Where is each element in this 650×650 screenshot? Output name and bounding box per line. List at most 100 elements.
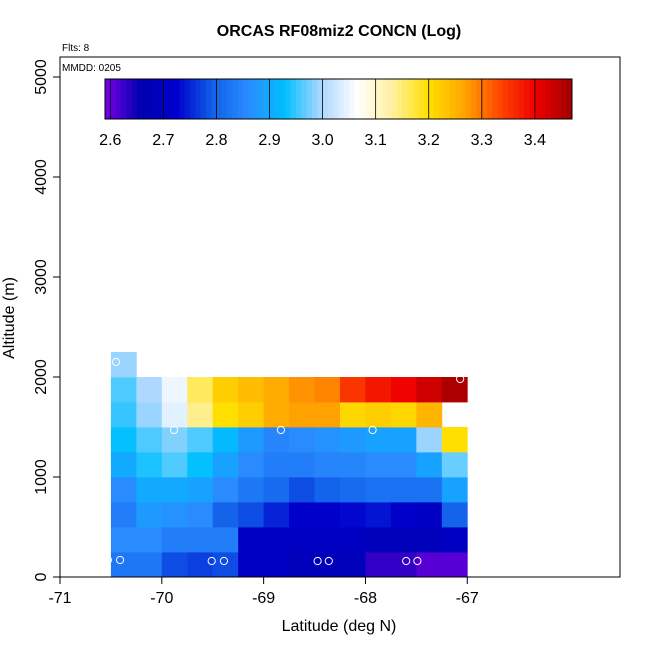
colorbar-segment <box>402 79 408 119</box>
colorbar <box>104 78 573 120</box>
sample-point <box>402 556 411 566</box>
flights-annotation: Flts: 8 <box>62 43 90 54</box>
colorbar-segment <box>152 79 159 119</box>
colorbar-segment <box>269 79 276 119</box>
heatmap-cell <box>187 552 214 578</box>
colorbar-segment <box>476 79 483 119</box>
colorbar-segment <box>423 79 430 119</box>
heatmap-cell <box>110 402 137 428</box>
colorbar-frame <box>104 78 573 120</box>
heatmap-cell <box>136 402 163 428</box>
heatmap-cell <box>314 427 341 453</box>
date-annotation: MMDD: 0205 <box>62 63 121 74</box>
colorbar-tick-label: 3.0 <box>311 132 333 149</box>
heatmap-cell <box>161 502 188 528</box>
colorbar-tick-label: 3.1 <box>365 132 387 149</box>
sample-point <box>111 357 121 367</box>
heatmap-cell <box>390 502 417 528</box>
heatmap-cell <box>187 477 214 503</box>
y-tick-label: 5000 <box>33 59 50 95</box>
y-axis: 0 1000 2000 3000 4000 5000 <box>33 59 60 581</box>
heatmap-cell <box>136 377 163 403</box>
heatmap-cell <box>110 352 137 378</box>
heatmap-cell <box>136 552 163 578</box>
colorbar-segment <box>439 79 446 119</box>
colorbar-segment <box>333 79 339 119</box>
colorbar-segment <box>168 79 175 119</box>
colorbar-segment <box>391 79 398 119</box>
colorbar-segment <box>131 79 138 119</box>
heatmap-cell <box>187 402 214 428</box>
y-tick-label: 2000 <box>33 359 50 395</box>
colorbar-segment <box>365 79 371 119</box>
heatmap-cell <box>212 502 239 528</box>
colorbar-segment <box>280 79 286 119</box>
heatmap-cell <box>390 427 417 453</box>
colorbar-segment <box>136 79 143 119</box>
colorbar-tick-label: 3.2 <box>418 132 440 149</box>
heatmap-cell <box>365 427 392 453</box>
heatmap-cell <box>212 452 239 478</box>
heatmap-cell <box>161 452 188 478</box>
heatmap-cell <box>390 527 417 553</box>
heatmap-cell <box>289 502 315 528</box>
colorbar-segment <box>126 79 132 119</box>
colorbar-segment <box>492 79 499 119</box>
colorbar-segment <box>264 79 270 119</box>
colorbar-segment <box>513 79 520 119</box>
heatmap-cell <box>238 427 265 453</box>
heatmap-cell <box>289 402 315 428</box>
colorbar-segment <box>556 79 562 119</box>
heatmap-cell <box>263 402 290 428</box>
heatmap-cell <box>110 477 137 503</box>
colorbar-segment <box>471 79 477 119</box>
x-axis-label: Latitude (deg N) <box>282 618 397 635</box>
colorbar-segment <box>105 79 111 119</box>
heatmap-cell <box>212 427 239 453</box>
colorbar-segment <box>534 79 541 119</box>
heatmap-cell <box>110 427 137 453</box>
heatmap-cell <box>263 452 290 478</box>
colorbar-segment <box>301 79 308 119</box>
heatmap-cell <box>416 377 443 403</box>
heatmap-cell <box>441 527 468 553</box>
heatmap-cell <box>416 552 443 578</box>
sample-point <box>456 374 465 384</box>
colorbar-segment <box>375 79 382 119</box>
heatmap-cell <box>441 552 468 578</box>
colorbar-segment <box>545 79 552 119</box>
heatmap-cell <box>314 377 341 403</box>
colorbar-segment <box>380 79 387 119</box>
colorbar-segment <box>189 79 196 119</box>
heatmap-cell <box>263 427 290 453</box>
heatmap-cell <box>238 402 265 428</box>
colorbar-segment <box>290 79 297 119</box>
heatmap-cell <box>314 402 341 428</box>
colorbar-tick-label: 3.4 <box>524 132 546 149</box>
colorbar-segment <box>142 79 148 119</box>
colorbar-segment <box>232 79 239 119</box>
heatmap-cell <box>289 552 315 578</box>
heatmap-cell <box>365 377 392 403</box>
colorbar-segment <box>110 79 117 119</box>
y-tick-label: 3000 <box>33 259 50 295</box>
heatmap-cell <box>136 502 163 528</box>
heatmap-cell <box>365 402 392 428</box>
colorbar-segment <box>561 79 568 119</box>
colorbar-segment <box>296 79 302 119</box>
colorbar-segment <box>311 79 318 119</box>
heatmap-cell <box>289 527 315 553</box>
sample-point <box>276 425 286 435</box>
colorbar-segment <box>120 79 127 119</box>
sample-point <box>115 555 125 565</box>
colorbar-segment <box>285 79 292 119</box>
colorbar-segment <box>158 79 164 119</box>
heatmap-cell <box>110 452 137 478</box>
colorbar-segment <box>349 79 355 119</box>
heatmap-cell <box>212 527 239 553</box>
colorbar-segment <box>566 79 573 119</box>
colorbar-segment <box>242 79 249 119</box>
colorbar-tick-label: 2.6 <box>99 132 121 149</box>
heatmap-cells <box>110 352 468 578</box>
